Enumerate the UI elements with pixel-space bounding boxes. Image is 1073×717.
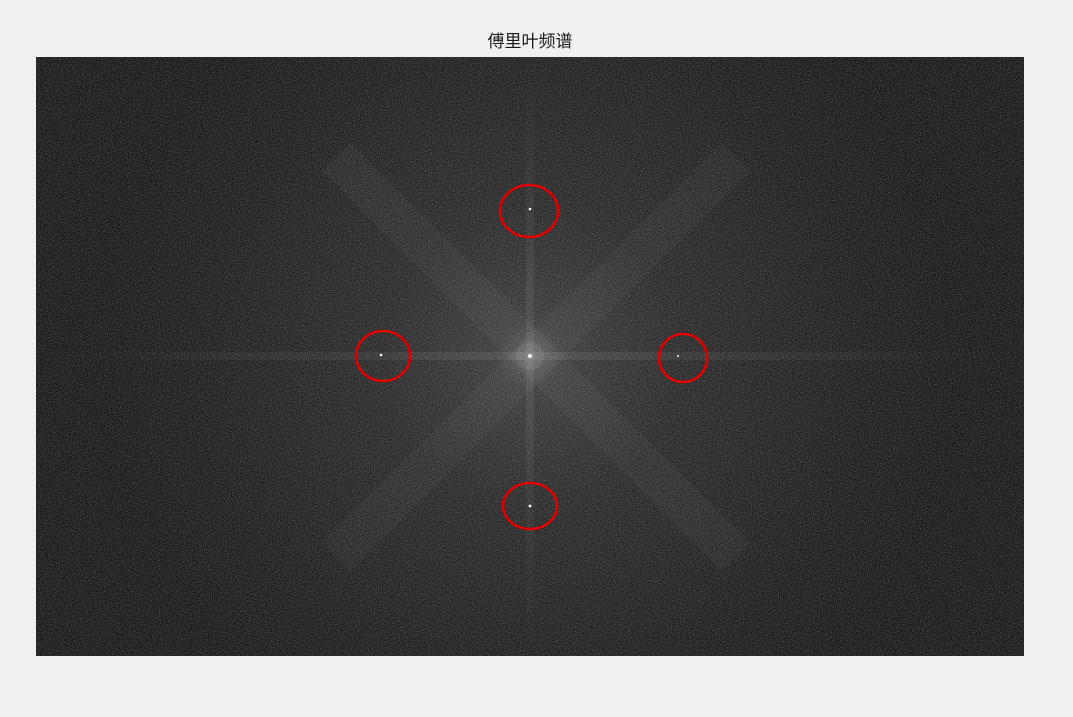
top-peak-marker xyxy=(498,183,560,239)
left-peak-marker xyxy=(354,329,412,383)
bottom-peak-dot xyxy=(528,504,532,508)
center-peak xyxy=(528,354,532,358)
right-peak-marker xyxy=(657,332,709,384)
spectrum-image xyxy=(36,57,1024,656)
right-peak-dot xyxy=(676,354,680,358)
figure-title: 傅里叶频谱 xyxy=(487,32,573,52)
spectrum-axes xyxy=(36,57,1024,656)
left-peak-dot xyxy=(379,353,383,357)
bottom-peak-marker xyxy=(501,481,559,531)
top-peak-dot xyxy=(528,207,532,211)
